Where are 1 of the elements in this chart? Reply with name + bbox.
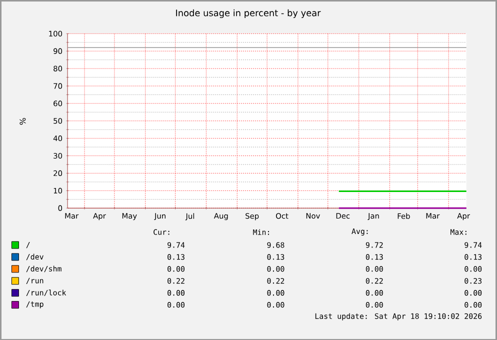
chart-title: Inode usage in percent - by year (176, 9, 321, 18)
